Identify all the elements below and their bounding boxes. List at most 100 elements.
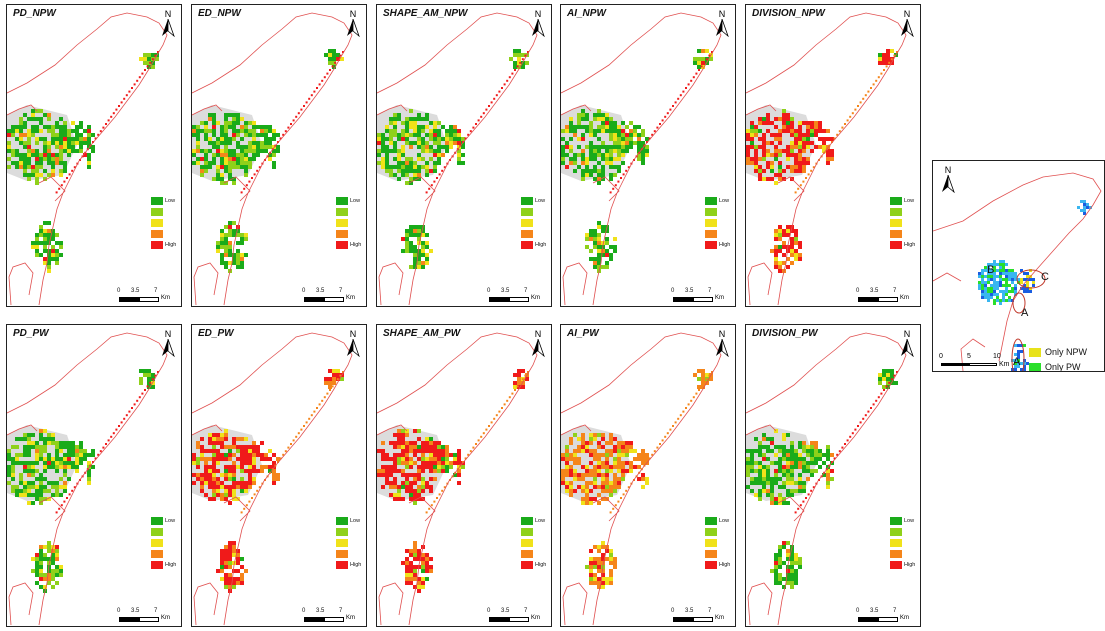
patch-cell: [232, 485, 236, 489]
patch-cell: [276, 473, 280, 477]
patch-cell: [212, 489, 216, 493]
patch-cell: [818, 125, 822, 129]
patch-cell: [701, 369, 705, 373]
patch-cell: [593, 573, 597, 577]
patch-cell: [754, 145, 758, 149]
legend-row: [521, 208, 551, 216]
patch-cell: [806, 161, 810, 165]
patch-cell: [43, 221, 47, 225]
coast-cell: [63, 500, 66, 503]
patch-cell: [573, 133, 577, 137]
patch-cell: [449, 137, 453, 141]
patch-cell: [762, 149, 766, 153]
patch-cell: [525, 377, 529, 381]
patch-cell: [786, 117, 790, 121]
legend-row: [336, 219, 366, 227]
patch-cell: [461, 145, 465, 149]
patch-cell: [798, 153, 802, 157]
patch-cell: [453, 453, 457, 457]
patch-cell: [746, 469, 750, 473]
patch-cell: [31, 441, 35, 445]
patch-cell: [240, 573, 244, 577]
patch-cell: [47, 153, 51, 157]
patch-cell: [220, 173, 224, 177]
patch-cell: [244, 125, 248, 129]
patch-cell: [425, 485, 429, 489]
patch-cell: [328, 377, 332, 381]
patch-cell: [79, 141, 83, 145]
patch-cell: [39, 241, 43, 245]
legend-row: [151, 539, 181, 547]
patch-cell: [625, 469, 629, 473]
patch-cell: [413, 565, 417, 569]
patch-cell: [762, 485, 766, 489]
patch-cell: [220, 437, 224, 441]
patch-cell: [15, 137, 19, 141]
legend-swatch: [336, 528, 348, 536]
patch-cell: [613, 457, 617, 461]
patch-cell: [617, 465, 621, 469]
patch-cell: [701, 373, 705, 377]
patch-cell: [778, 177, 782, 181]
patch-cell: [401, 461, 405, 465]
coast-cell: [99, 130, 102, 133]
patch-cell: [425, 173, 429, 177]
patch-cell: [762, 489, 766, 493]
patch-cell: [27, 157, 31, 161]
patch-cell: [272, 153, 276, 157]
patch-cell: [405, 473, 409, 477]
patch-cell: [75, 129, 79, 133]
patch-cell: [457, 149, 461, 153]
patch-cell: [35, 485, 39, 489]
patch-cell: [625, 441, 629, 445]
patch-cell: [509, 57, 513, 61]
patch-cell: [220, 125, 224, 129]
patch-cell: [35, 561, 39, 565]
map-panel: DIVISION_NPW N Low High 0 3.5 7 Km: [745, 4, 921, 307]
patch-cell: [260, 145, 264, 149]
patch-cell: [397, 493, 401, 497]
patch-cell: [413, 429, 417, 433]
patch-cell: [621, 161, 625, 165]
patch-cell: [385, 477, 389, 481]
patch-cell: [35, 173, 39, 177]
coast-cell: [308, 97, 311, 100]
patch-cell: [196, 137, 200, 141]
patch-cell: [589, 577, 593, 581]
patch-cell: [31, 133, 35, 137]
patch-cell: [196, 465, 200, 469]
patch-cell: [413, 541, 417, 545]
patch-cell: [605, 117, 609, 121]
patch-cell: [192, 461, 196, 465]
patch-cell: [425, 553, 429, 557]
patch-cell: [39, 501, 43, 505]
patch-cell: [621, 133, 625, 137]
patch-cell: [798, 161, 802, 165]
patch-cell: [597, 245, 601, 249]
patch-cell: [425, 113, 429, 117]
patch-cell: [47, 157, 51, 161]
patch-cell: [236, 257, 240, 261]
patch-cell: [577, 125, 581, 129]
patch-cell: [641, 461, 645, 465]
patch-cell: [609, 569, 613, 573]
patch-cell: [701, 57, 705, 61]
patch-cell: [39, 473, 43, 477]
patch-cell: [818, 129, 822, 133]
patch-cell: [35, 241, 39, 245]
coast-cell: [648, 457, 651, 460]
patch-cell: [790, 117, 794, 121]
patch-cell: [750, 449, 754, 453]
patch-cell: [517, 373, 521, 377]
patch-cell: [268, 469, 272, 473]
coast-cell: [514, 69, 516, 71]
patch-cell: [212, 133, 216, 137]
patch-cell: [605, 469, 609, 473]
patch-cell: [421, 137, 425, 141]
patch-cell: [11, 153, 15, 157]
patch-cell: [605, 145, 609, 149]
patch-cell: [260, 129, 264, 133]
patch-cell: [585, 157, 589, 161]
patch-cell: [15, 161, 19, 165]
patch-cell: [324, 377, 328, 381]
